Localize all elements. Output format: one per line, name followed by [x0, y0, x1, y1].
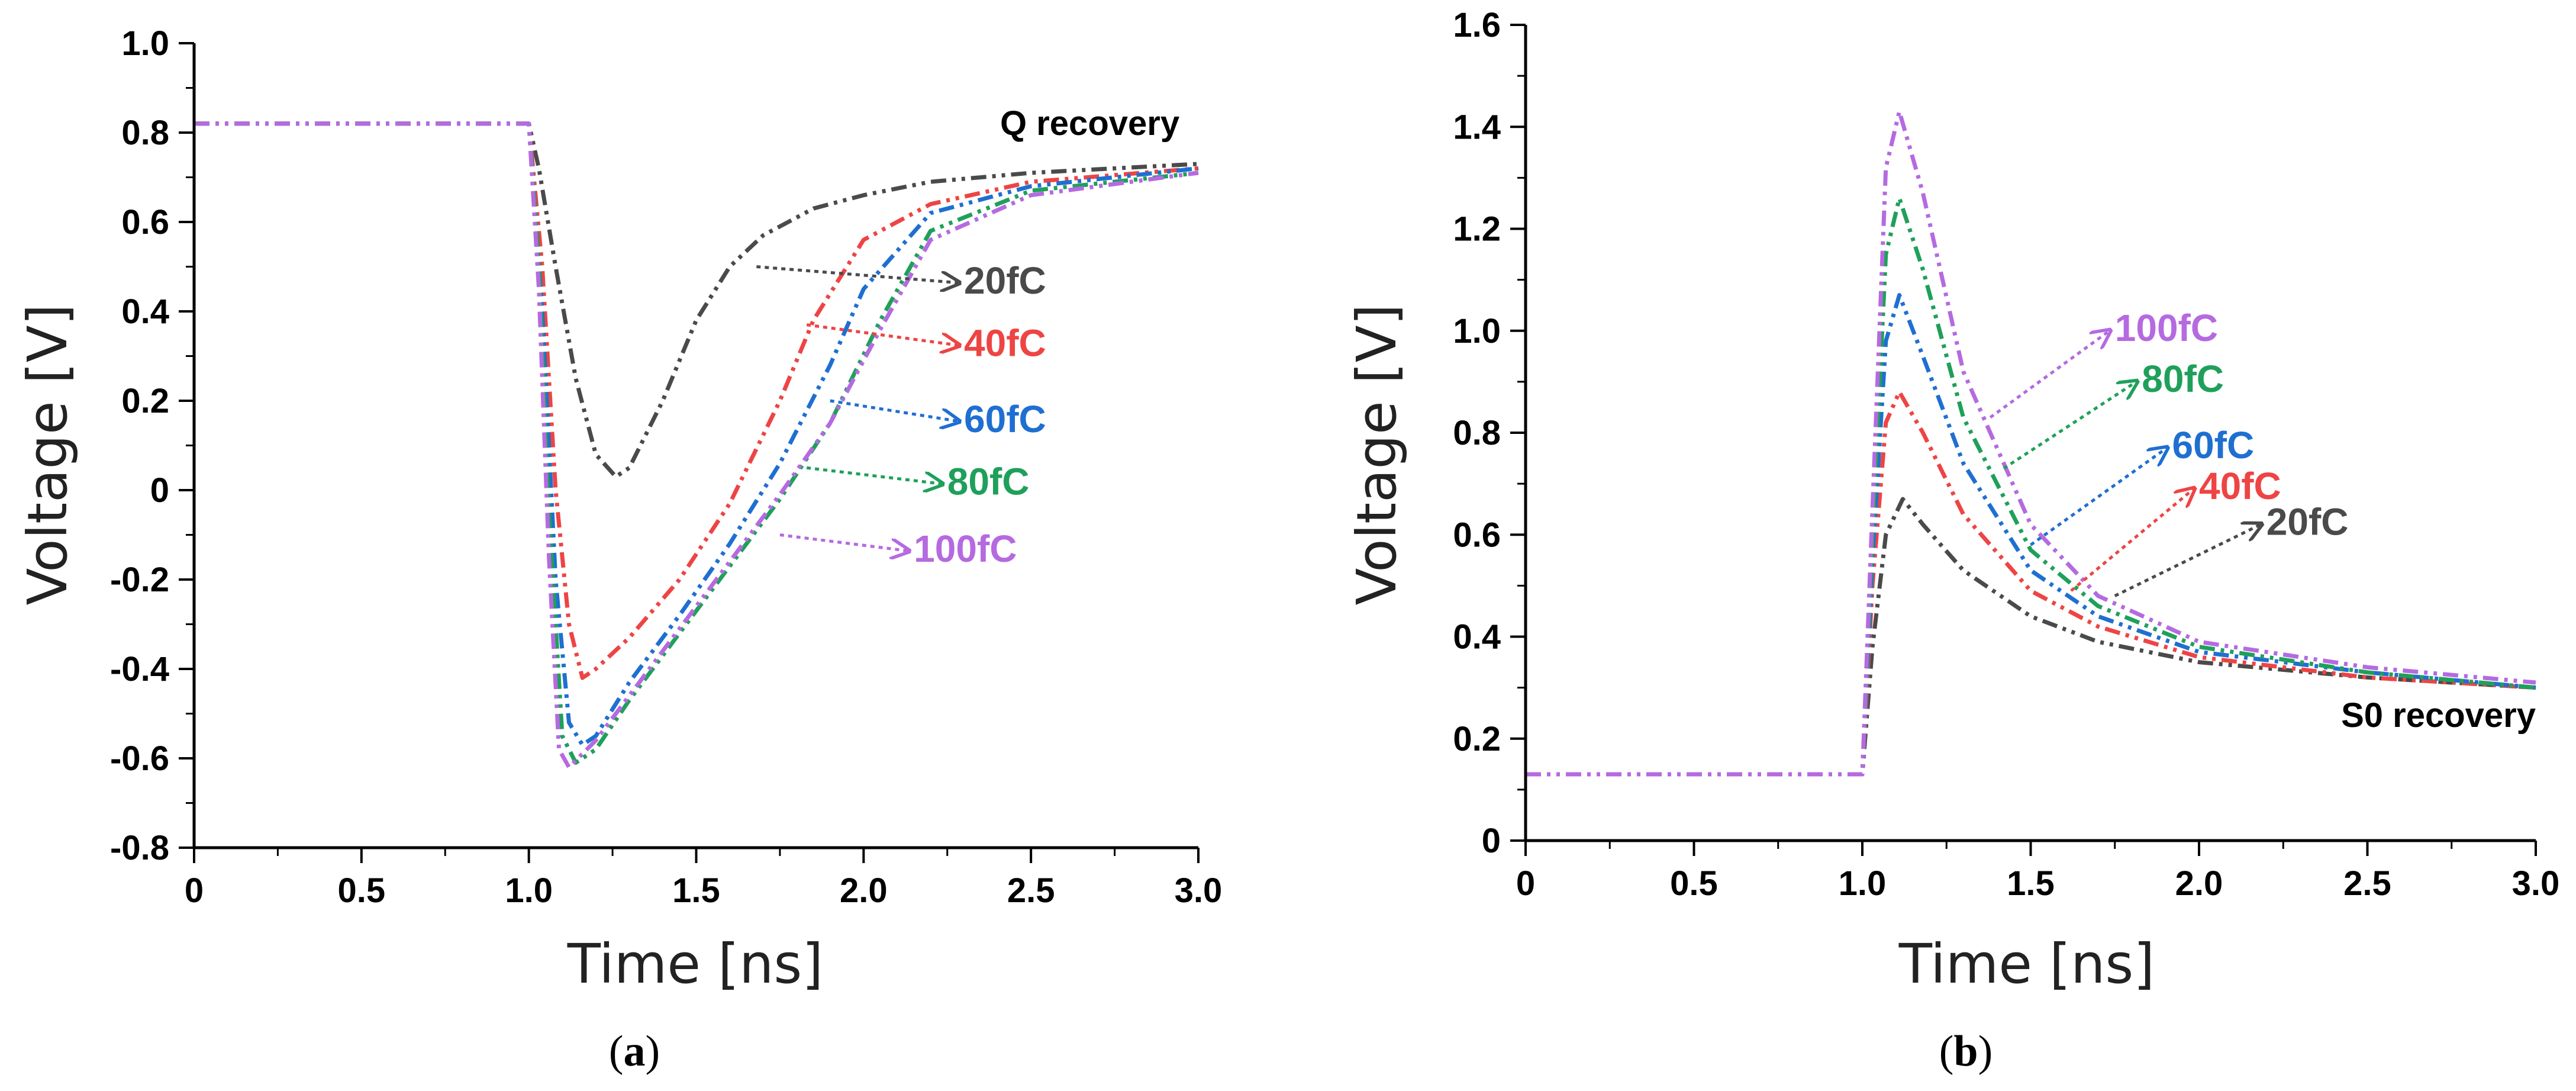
panel-letter-a: a: [624, 1027, 646, 1076]
y-tick-label-b: 1.0: [1453, 312, 1501, 350]
series-line-80fC-a: [194, 121, 1199, 765]
x-tick-label-b: 2.0: [2175, 864, 2223, 903]
series-label-40fC-b: 40fC: [2199, 465, 2281, 507]
series-arrow-80fC-a: [806, 466, 943, 484]
y-tick-label-b: 0.8: [1453, 414, 1501, 452]
y-tick-label-b: 0.2: [1453, 720, 1501, 758]
y-tick-label-b: 1.6: [1453, 6, 1501, 44]
series-arrow-40fC-a: [806, 323, 959, 346]
series-line-100fC-a: [194, 121, 1199, 770]
series-label-100fC-a: 100fC: [914, 527, 1017, 570]
series-line-20fC-a: [194, 121, 1199, 479]
x-axis-title-b: Time [ns]: [1898, 932, 2155, 996]
series-label-20fC-a: 20fC: [964, 259, 1046, 302]
series-label-100fC-b: 100fC: [2115, 307, 2218, 349]
series-arrow-80fC-b: [2003, 381, 2137, 470]
series-label-80fC-b: 80fC: [2142, 358, 2224, 400]
y-tick-label-a: 0: [150, 471, 169, 510]
y-tick-label-b: 1.4: [1453, 108, 1501, 146]
series-line-100fC-b: [1526, 109, 2536, 777]
x-tick-label-a: 0: [185, 871, 204, 910]
y-tick-label-a: -0.2: [110, 561, 169, 599]
panel-caption-b: (b): [1939, 1027, 1993, 1076]
series-arrow-20fC-a: [756, 265, 959, 283]
y-tick-label-a: 0.4: [121, 292, 169, 331]
x-tick-label-b: 0: [1516, 864, 1535, 903]
chart-panel-a: 0 0.5 1.0 1.5 2.0 2.5 3.0 -0.8 -0.6 -0.4 -0.2 0 0.2 0…: [16, 24, 1222, 1076]
y-axis-title-b: Voltage [V]: [1345, 304, 1408, 605]
x-tick-label-b: 0.5: [1670, 864, 1718, 903]
y-tick-label-a: 0.2: [121, 382, 169, 420]
y-axis-title-a: Voltage [V]: [16, 304, 79, 605]
x-tick-label-a: 0.5: [338, 871, 386, 910]
x-tick-label-b: 2.5: [2343, 864, 2391, 903]
y-tick-label-a: -0.8: [110, 829, 169, 867]
y-tick-label-a: 0.8: [121, 114, 169, 152]
series-label-80fC-a: 80fC: [947, 461, 1030, 503]
recovery-annotation-b: S0 recovery: [2341, 696, 2536, 735]
y-tick-label-a: -0.6: [110, 739, 169, 778]
series-line-20fC-b: [1526, 497, 2536, 777]
series-labels-a: 20fC 40fC 60fC 80fC 100fC: [756, 259, 1046, 570]
series-arrow-40fC-b: [2070, 488, 2194, 592]
y-tick-label-b: 0.6: [1453, 516, 1501, 554]
x-tick-label-a: 2.0: [840, 871, 888, 910]
y-tick-label-a: -0.4: [110, 650, 169, 688]
x-tick-label-b: 3.0: [2512, 864, 2560, 903]
x-axis-title-a: Time [ns]: [567, 932, 823, 996]
x-tick-label-b: 1.0: [1839, 864, 1887, 903]
series-label-20fC-b: 20fC: [2267, 500, 2349, 543]
y-tick-label-a: 0.6: [121, 203, 169, 242]
series-lines-b: [1526, 109, 2536, 777]
chart-panel-b: 0 0.5 1.0 1.5 2.0 2.5 3.0 0 0.2 0.4 0.6 0.8 1.0 1.2 1.…: [1345, 6, 2559, 1076]
series-arrow-100fC-b: [1989, 330, 2110, 419]
series-line-40fC-a: [194, 121, 1199, 680]
series-line-80fC-b: [1526, 196, 2536, 777]
axes-frame-b: [1524, 25, 2536, 842]
x-tick-label-a: 2.5: [1007, 871, 1055, 910]
y-tick-label-a: 1.0: [121, 24, 169, 63]
series-label-40fC-a: 40fC: [964, 322, 1046, 365]
axis-ticks-a: 0 0.5 1.0 1.5 2.0 2.5 3.0 -0.8 -0.6 -0.4 -0.2 0 0.2 0…: [110, 24, 1222, 910]
series-arrow-60fC-b: [2030, 448, 2168, 546]
recovery-annotation-a: Q recovery: [1000, 104, 1179, 143]
y-tick-label-b: 0.4: [1453, 618, 1501, 656]
series-arrow-60fC-a: [830, 399, 959, 421]
x-tick-label-a: 3.0: [1175, 871, 1223, 910]
series-label-60fC-b: 60fC: [2172, 424, 2254, 466]
series-arrow-20fC-b: [2114, 524, 2262, 597]
y-tick-label-b: 0: [1482, 822, 1501, 860]
series-lines-a: [194, 121, 1199, 770]
x-tick-label-a: 1.5: [672, 871, 720, 910]
panel-caption-a: (a): [609, 1027, 660, 1076]
panel-letter-b: b: [1953, 1027, 1978, 1076]
x-tick-label-b: 1.5: [2007, 864, 2055, 903]
series-label-60fC-a: 60fC: [964, 398, 1046, 440]
axes-frame-a: [192, 43, 1198, 849]
y-tick-label-b: 1.2: [1453, 210, 1501, 249]
series-line-60fC-a: [194, 121, 1199, 747]
axis-ticks-b: 0 0.5 1.0 1.5 2.0 2.5 3.0 0 0.2 0.4 0.6 0.8 1.0 1.2 1.…: [1453, 6, 2559, 903]
x-tick-label-a: 1.0: [505, 871, 553, 910]
series-arrow-100fC-a: [779, 533, 909, 551]
